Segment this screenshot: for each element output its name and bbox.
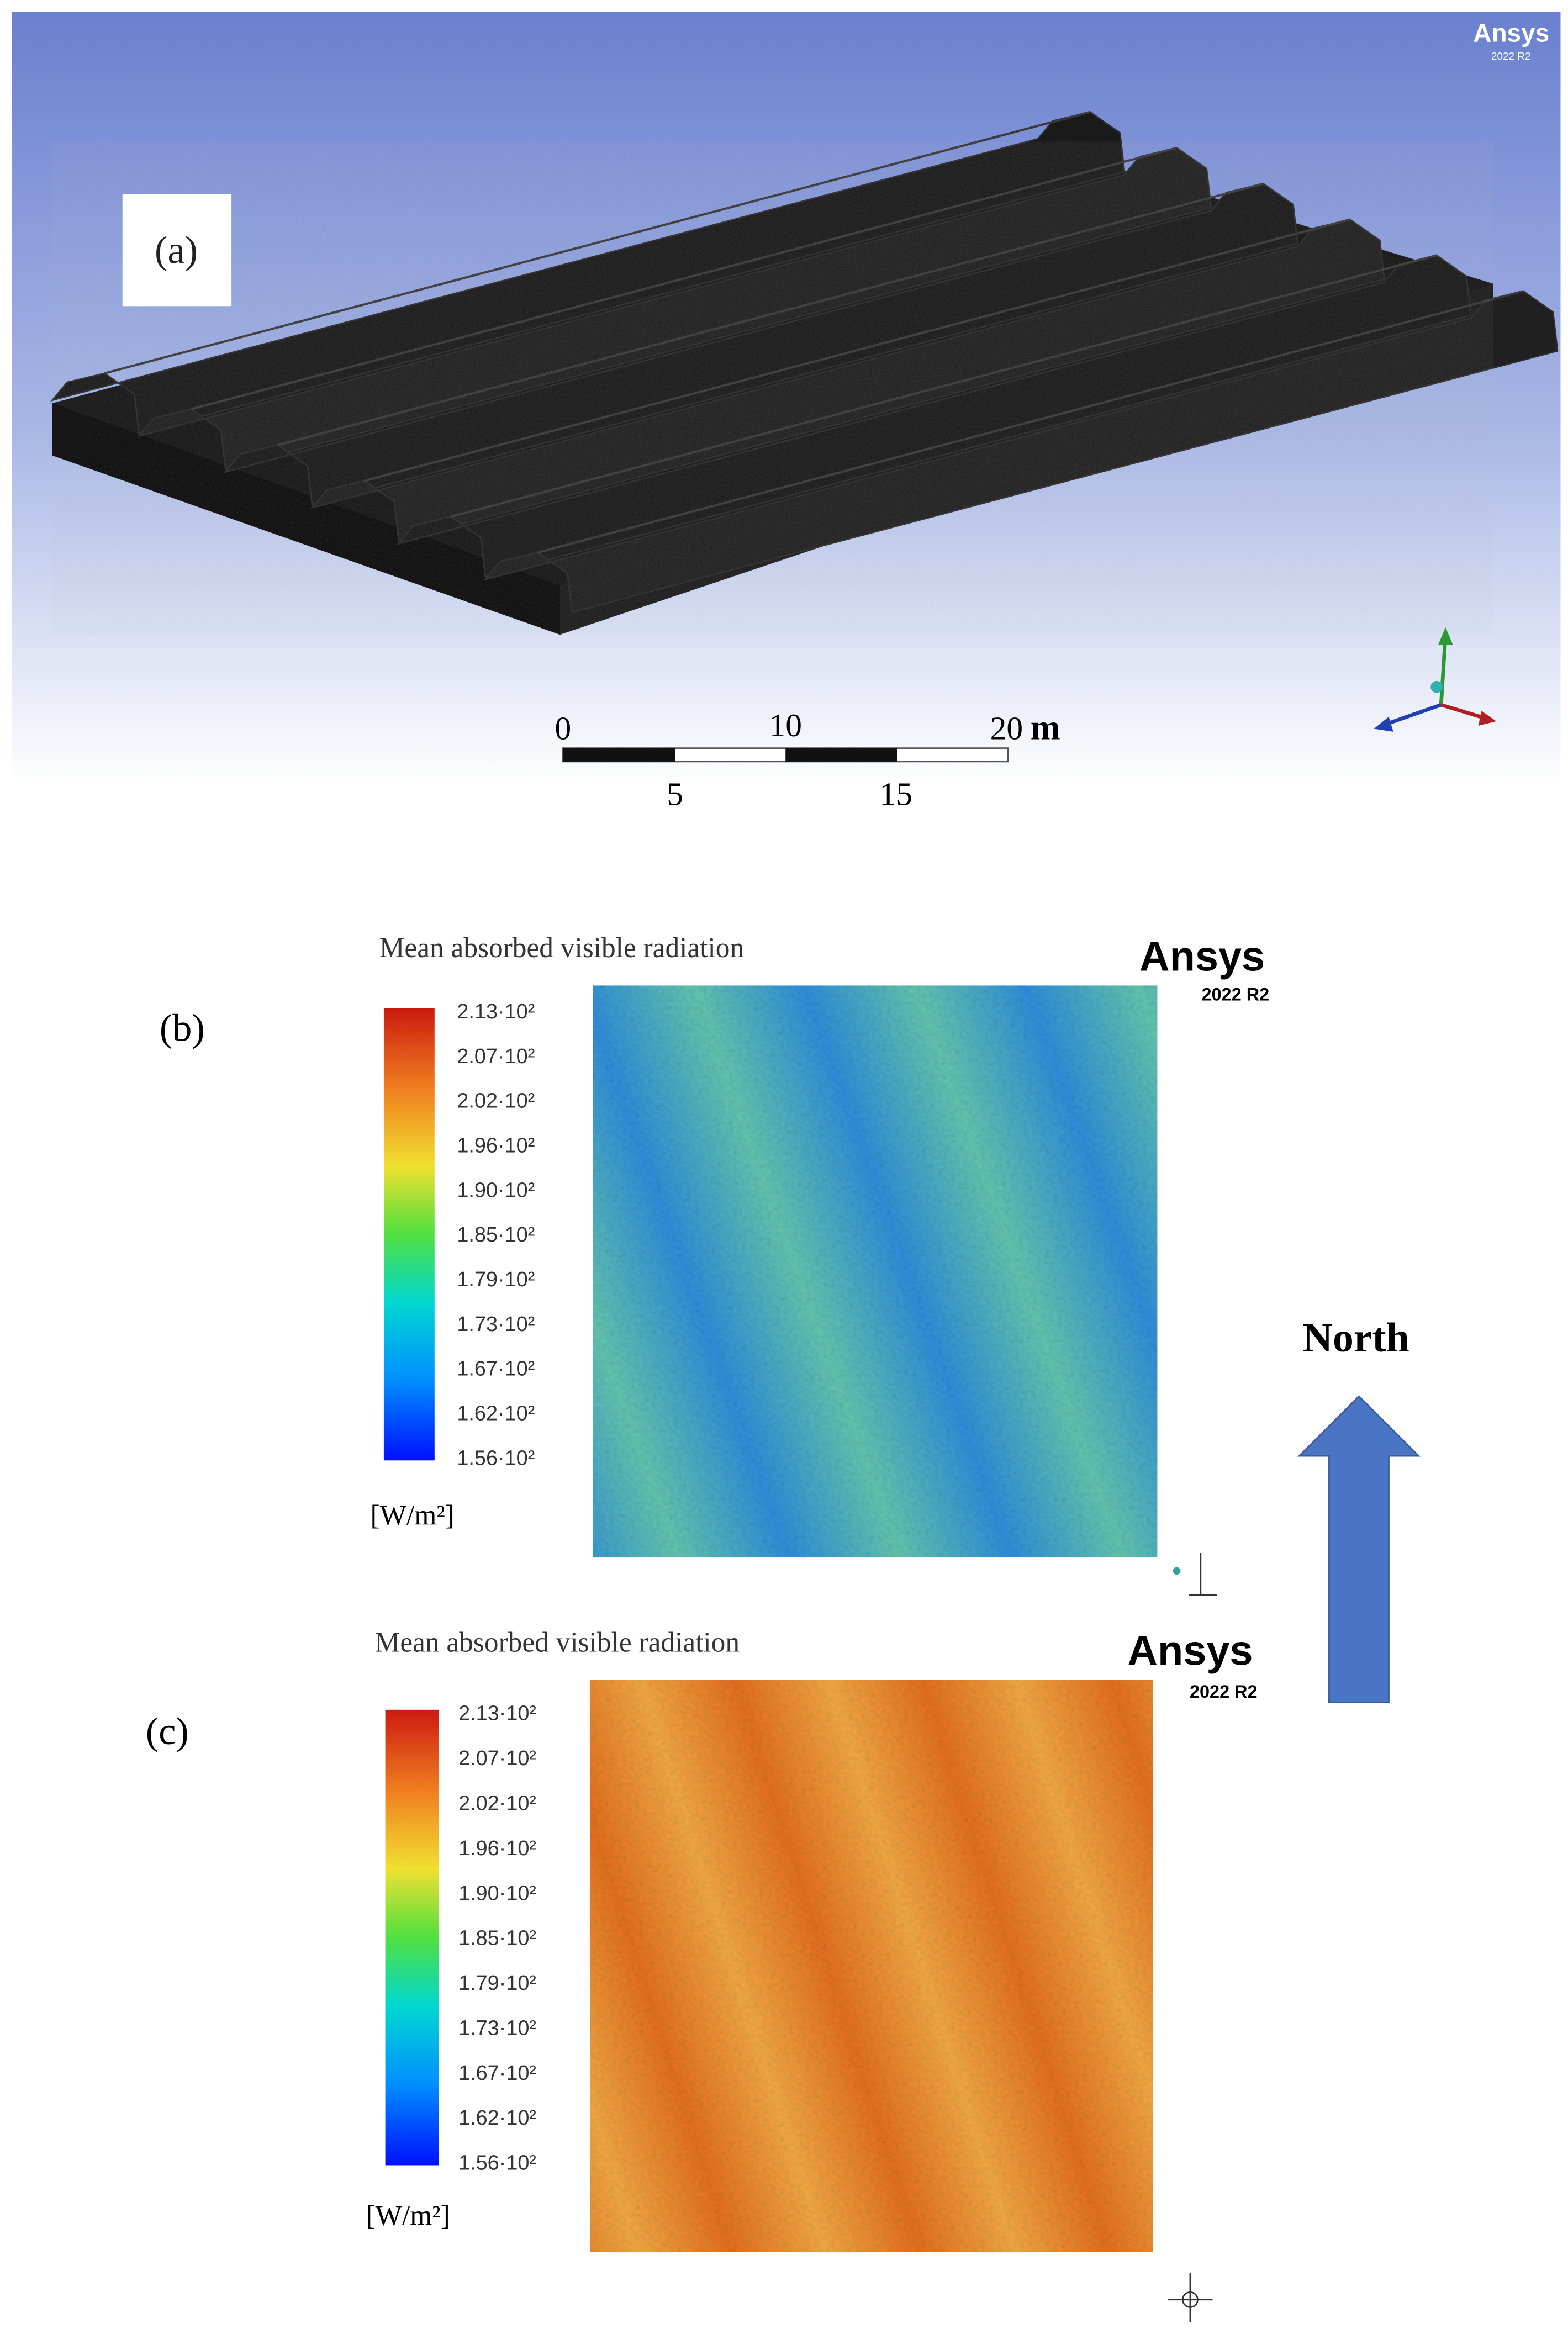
colorbar <box>383 1008 435 1461</box>
logo: Ansys <box>1139 933 1265 980</box>
panel-label: (c) <box>146 1710 189 1753</box>
colorbar-labels: 2.13·10² 2.07·10² 2.02·10² 1.96·10² 1.90·10²… <box>457 1000 535 1470</box>
colorbar-label: 1.90·10² <box>458 1882 536 1905</box>
colorbar-label: 1.90·10² <box>457 1179 535 1202</box>
colorbar-label: 1.96·10² <box>458 1837 536 1860</box>
colorbar-label: 1.62·10² <box>458 2106 536 2130</box>
colorbar-label: 1.85·10² <box>457 1223 535 1247</box>
colorbar-labels: 2.13·10² 2.07·10² 2.02·10² 1.96·10² 1.90·10²… <box>458 1702 536 2175</box>
scale-unit: m <box>1031 707 1060 747</box>
colorbar-label: 1.73·10² <box>458 2016 536 2040</box>
colorbar-label: 2.13·10² <box>457 1000 535 1023</box>
panel-label: (a) <box>155 229 198 272</box>
ridge-geometry <box>50 110 1559 635</box>
scale-label: 5 <box>667 775 683 812</box>
north-arrow <box>1297 1395 1421 1703</box>
scale-label: 10 <box>769 707 801 743</box>
logo-version: 2022 R2 <box>1491 51 1530 62</box>
colorbar-label: 1.56·10² <box>457 1446 535 1470</box>
logo-version: 2022 R2 <box>1190 1682 1258 1702</box>
scale-label: 20 <box>990 710 1023 746</box>
colorbar-label: 2.02·10² <box>457 1090 535 1113</box>
grain <box>52 141 1493 635</box>
scale-bar <box>562 747 1009 763</box>
colorbar-label: 1.62·10² <box>457 1402 535 1425</box>
mini-triad <box>1168 2273 1213 2322</box>
scale-label: 15 <box>880 775 912 812</box>
colorbar-label: 1.96·10² <box>457 1134 535 1158</box>
colorbar <box>385 1709 439 2166</box>
panel-label: (b) <box>160 1007 205 1050</box>
colorbar-label: 1.67·10² <box>457 1358 535 1381</box>
plot-title: Mean absorbed visible radiation <box>379 932 744 964</box>
colorbar-label: 1.79·10² <box>458 1972 536 1995</box>
heatmap-texture <box>593 985 1158 1558</box>
colorbar-label: 1.73·10² <box>457 1313 535 1336</box>
north-label: North <box>1302 1315 1409 1361</box>
colorbar-label: 1.79·10² <box>457 1268 535 1291</box>
logo: Ansys <box>1127 1628 1253 1675</box>
colorbar-unit: [W/m²] <box>371 1500 455 1532</box>
colorbar-label: 1.67·10² <box>458 2062 536 2085</box>
colorbar-label: 2.02·10² <box>458 1792 536 1815</box>
axis-triad <box>1374 627 1497 732</box>
logo-version: 2022 R2 <box>1202 985 1270 1005</box>
colorbar-label: 2.07·10² <box>457 1045 535 1068</box>
colorbar-unit: [W/m²] <box>366 2200 450 2232</box>
plot-title: Mean absorbed visible radiation <box>375 1627 740 1658</box>
colorbar-label: 1.85·10² <box>458 1927 536 1950</box>
colorbar-label: 1.56·10² <box>458 2152 536 2175</box>
mini-triad <box>1173 1553 1217 1596</box>
colorbar-label: 2.13·10² <box>458 1702 536 1725</box>
heatmap-texture <box>590 1680 1153 2252</box>
scale-label: 0 <box>555 710 571 746</box>
colorbar-label: 2.07·10² <box>458 1747 536 1770</box>
ridge-highlight <box>104 110 1091 374</box>
logo: Ansys <box>1473 19 1549 47</box>
label-box <box>122 194 232 307</box>
